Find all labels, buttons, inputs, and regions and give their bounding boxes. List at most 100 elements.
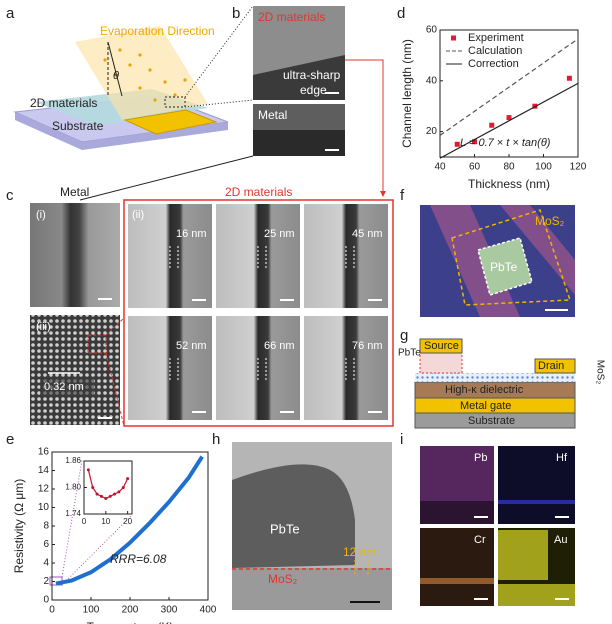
x-tick-label: 80: [503, 162, 515, 173]
eds-map: [420, 528, 494, 606]
point: [99, 494, 103, 498]
element-label: Au: [554, 534, 567, 546]
panel-label: f: [400, 187, 405, 204]
zoom-line: [61, 459, 83, 578]
substrate-side: [15, 112, 228, 150]
x-tick-label: 0: [49, 605, 55, 616]
series-line: [87, 469, 129, 500]
width-label: 25 nm: [264, 228, 295, 240]
panel-label: e: [6, 431, 14, 448]
series-line: [439, 82, 579, 159]
mos2-label: MoS₂: [594, 360, 605, 385]
element-label: Cr: [474, 534, 486, 546]
series-line: [55, 455, 204, 586]
zoom-line: [105, 352, 125, 427]
point: [489, 122, 495, 128]
arrow: [79, 155, 254, 201]
metal-edge: [253, 130, 345, 156]
y-tick-label: 1.80: [65, 483, 81, 492]
y-tick-label: 40: [426, 75, 438, 86]
x-tick-label: 120: [570, 162, 587, 173]
arrow: [345, 59, 386, 197]
x-tick-label: 60: [469, 162, 481, 173]
zoom-box: [164, 96, 186, 108]
y-tick-label: 60: [426, 25, 438, 36]
y-axis-label: Resistivity (Ω μm): [12, 479, 26, 574]
eds-map: [498, 446, 575, 524]
y-tick-label: 20: [426, 126, 438, 137]
tem-image: [30, 203, 120, 307]
pbte-layer: [419, 352, 463, 374]
y-tick-label: 2: [43, 576, 49, 587]
lower-region: [232, 568, 392, 610]
image-label: (iii): [36, 321, 51, 333]
material-label: 2D materials: [258, 10, 325, 24]
evaporation-dots: [103, 48, 187, 102]
pbte-region: [232, 464, 355, 568]
x-tick-label: 200: [122, 605, 139, 616]
series-line: [439, 38, 579, 136]
substrate-label: Substrate: [468, 415, 515, 427]
width-label: 16 nm: [176, 228, 207, 240]
width-label: 76 nm: [352, 340, 383, 352]
material-label: 2D materials: [30, 96, 97, 110]
point: [117, 490, 121, 494]
mos2-label: MoS₂: [535, 214, 565, 228]
point: [506, 115, 512, 121]
point: [566, 75, 572, 81]
x-tick-label: 100: [535, 162, 552, 173]
point: [454, 141, 460, 147]
eds-signal: [498, 584, 575, 606]
eds-signal: [498, 530, 548, 580]
plot-frame: [83, 460, 133, 515]
width-label: 66 nm: [264, 340, 295, 352]
tiles: 16 nm 25 nm 45 nm 52 nm 66 nm 76 nm (ii): [128, 204, 388, 420]
zoom-line: [105, 317, 125, 336]
width-label: 45 nm: [352, 228, 383, 240]
eds-signal: [420, 578, 494, 584]
source-layer: [419, 338, 463, 354]
y-tick-label: 4: [43, 558, 49, 569]
edge-label: ultra-sharp: [283, 68, 341, 82]
zoom-box: [87, 334, 107, 354]
panel-label: a: [6, 5, 15, 22]
point: [126, 477, 130, 481]
element-label: Hf: [556, 452, 568, 464]
element-label: Pb: [474, 452, 487, 464]
eds-signal: [420, 446, 494, 501]
image-label: (ii): [132, 209, 144, 221]
point: [104, 497, 108, 501]
point: [108, 494, 112, 498]
sem-material: [253, 6, 345, 75]
metal-title: Metal: [60, 185, 89, 199]
x-tick-label: 10: [101, 517, 110, 526]
legend-swatch: [451, 35, 456, 41]
pbte-label: PbTe: [490, 260, 518, 274]
dielectric-label: High-κ dielectric: [445, 384, 524, 396]
annotation: RRR=6.08: [110, 552, 167, 566]
point: [113, 492, 117, 496]
y-tick-label: 10: [38, 502, 50, 513]
drain-layer: [534, 358, 576, 374]
y-tick-label: 16: [38, 447, 50, 458]
panel-label: c: [6, 187, 14, 204]
gap-label: 12 nm: [343, 545, 376, 559]
pbte-label: PbTe: [270, 521, 300, 536]
drain-label: Drain: [538, 360, 564, 372]
mos2-outline: [451, 209, 572, 306]
theta: θ: [113, 70, 119, 82]
lattice-label: 0.32 nm: [44, 381, 84, 393]
annotation: L = 0.7 × t × tan(θ): [460, 137, 551, 149]
point: [121, 486, 125, 489]
metal-label: Metal: [258, 108, 287, 122]
point: [86, 468, 90, 472]
scale-bars: [474, 516, 569, 600]
x-tick-label: 20: [123, 517, 132, 526]
x-tick-label: 40: [434, 162, 446, 173]
source-label: Source: [424, 340, 459, 352]
y-tick-label: 1.86: [65, 456, 81, 465]
panel-label: i: [400, 431, 403, 448]
material-frame: [123, 199, 394, 427]
